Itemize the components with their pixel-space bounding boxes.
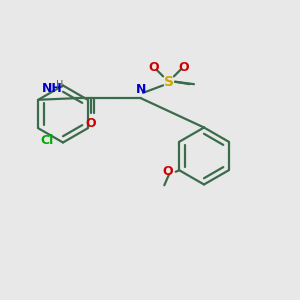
Text: NH: NH [41, 82, 62, 95]
Text: O: O [85, 117, 96, 130]
Text: O: O [178, 61, 189, 74]
Text: S: S [164, 75, 173, 89]
Text: N: N [136, 83, 146, 96]
Text: H: H [56, 80, 63, 90]
Text: O: O [148, 61, 159, 74]
Text: Cl: Cl [41, 134, 54, 147]
Text: O: O [162, 165, 173, 178]
